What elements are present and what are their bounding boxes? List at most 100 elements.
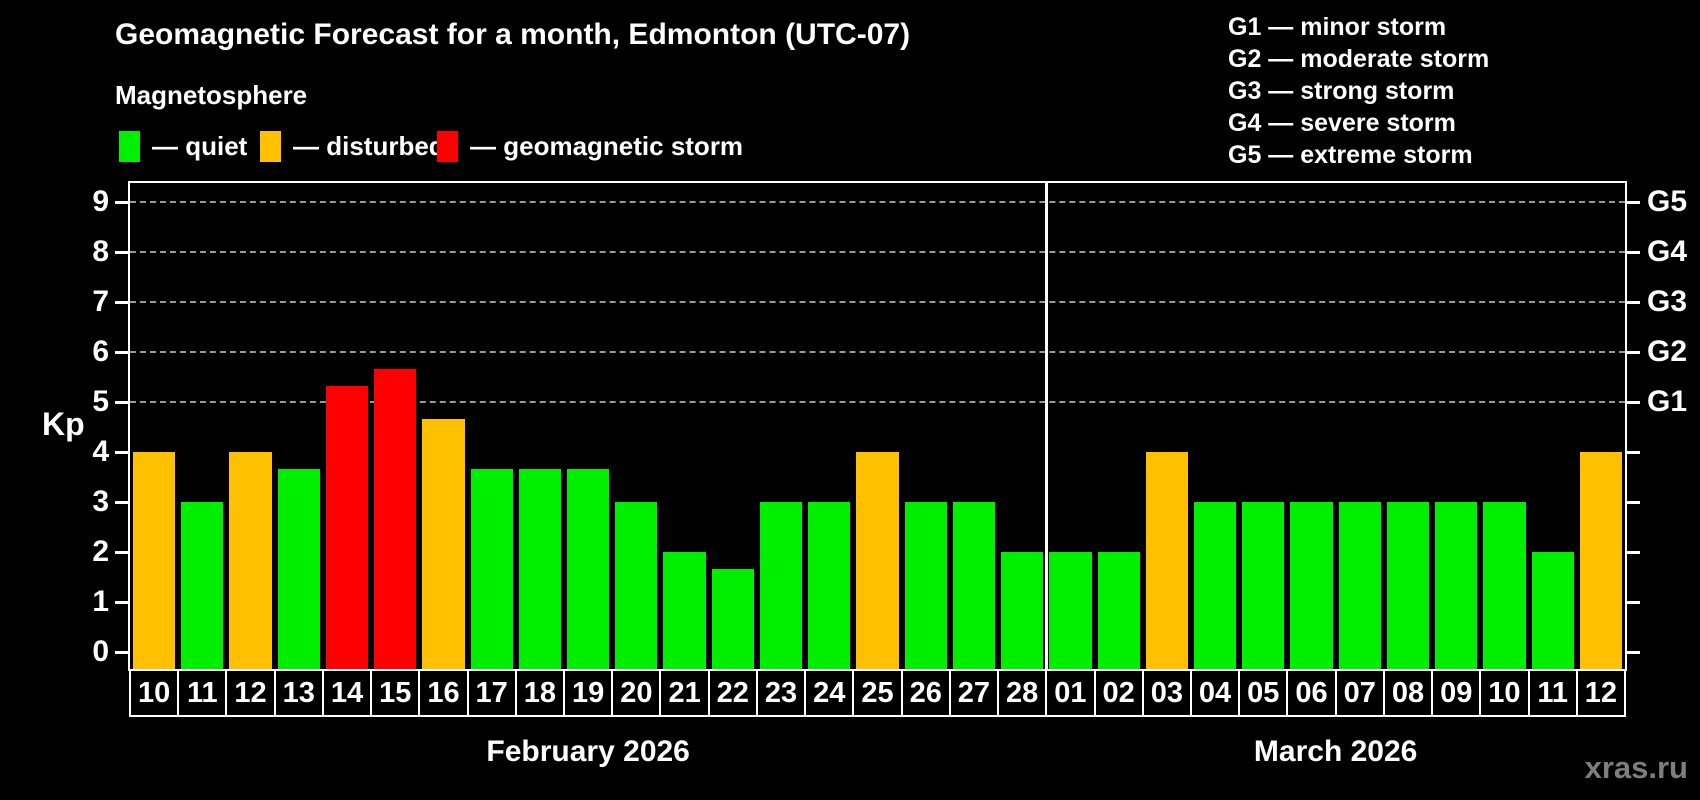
kp-bar-21-day-03 [1145, 452, 1188, 669]
gridline-kp5 [130, 401, 1625, 403]
month-label-0: February 2026 [486, 735, 690, 768]
day-label-24-06: 06 [1286, 669, 1337, 717]
kp-bar-12-day-22 [711, 568, 754, 669]
y-tick-right-6 [1627, 350, 1640, 354]
right-axis-label-g1: G1 [1647, 385, 1688, 418]
kp-bar-4-day-14 [325, 385, 369, 669]
day-label-4-14: 14 [321, 669, 373, 717]
month-label-1: March 2026 [1253, 735, 1418, 768]
kp-bar-9-day-19 [567, 468, 610, 669]
disturbed-color-swatch [260, 131, 281, 162]
day-label-26-08: 08 [1382, 669, 1434, 717]
y-tick-label-6: 6 [92, 335, 109, 368]
kp-bar-6-day-16 [422, 418, 465, 669]
gridline-kp8 [130, 251, 1625, 253]
y-tick-label-2: 2 [92, 535, 109, 568]
kp-bar-23-day-05 [1242, 502, 1285, 669]
right-axis-label-g3: G3 [1647, 285, 1688, 318]
kp-bar-11-day-21 [663, 552, 706, 669]
kp-bar-10-day-20 [615, 502, 658, 669]
day-label-0-10: 10 [129, 669, 180, 717]
y-tick-left-3 [115, 500, 128, 504]
g-scale-legend: G1 — minor storm G2 — moderate storm G3 … [1228, 11, 1489, 171]
kp-bar-13-day-23 [759, 502, 803, 669]
kp-bar-28-day-10 [1483, 502, 1526, 669]
day-label-13-23: 23 [755, 669, 807, 717]
y-tick-right-9 [1627, 200, 1640, 204]
day-label-19-01: 01 [1045, 669, 1096, 717]
g3-legend-line: G3 — strong storm [1228, 77, 1455, 105]
month-divider-line [1044, 183, 1048, 669]
legend-item-disturbed: — disturbed [260, 131, 445, 162]
kp-bar-16-day-26 [904, 502, 947, 669]
day-label-11-21: 21 [659, 669, 710, 717]
kp-bar-22-day-04 [1193, 502, 1237, 669]
kp-bar-15-day-25 [856, 452, 899, 669]
y-tick-right-8 [1627, 250, 1640, 254]
y-tick-right-4 [1627, 450, 1640, 454]
y-axis-title: Kp [42, 406, 85, 442]
y-tick-left-4 [115, 450, 128, 454]
y-tick-label-5: 5 [92, 385, 109, 418]
g2-legend-line: G2 — moderate storm [1228, 45, 1490, 73]
kp-bar-17-day-27 [952, 502, 996, 669]
day-label-17-27: 27 [948, 669, 1000, 717]
page-title: Geomagnetic Forecast for a month, Edmont… [115, 18, 911, 51]
day-label-12-22: 22 [707, 669, 758, 717]
kp-bar-30-day-12 [1579, 452, 1622, 669]
kp-bar-7-day-17 [470, 468, 513, 669]
day-label-20-02: 02 [1093, 669, 1144, 717]
y-tick-label-8: 8 [92, 235, 109, 268]
y-tick-label-7: 7 [92, 285, 109, 318]
gridline-kp7 [130, 301, 1625, 303]
kp-bar-26-day-08 [1386, 502, 1430, 669]
day-label-28-10: 10 [1479, 669, 1530, 717]
legend-item-storm: — geomagnetic storm [437, 131, 743, 162]
storm-color-swatch [437, 131, 458, 162]
kp-bar-1-day-11 [181, 502, 224, 669]
y-tick-label-0: 0 [92, 635, 109, 668]
legend-item-quiet: — quiet [119, 131, 247, 162]
quiet-color-swatch [119, 131, 140, 162]
y-tick-left-8 [115, 250, 128, 254]
gridline-kp6 [130, 351, 1625, 353]
y-tick-right-7 [1627, 300, 1640, 304]
y-tick-right-3 [1627, 500, 1640, 504]
kp-bar-2-day-12 [229, 452, 272, 669]
y-tick-right-0 [1627, 650, 1640, 654]
day-label-18-28: 28 [997, 669, 1048, 717]
kp-bar-0-day-10 [133, 452, 176, 669]
right-axis-label-g4: G4 [1647, 235, 1688, 268]
y-tick-right-5 [1627, 400, 1640, 404]
day-label-16-26: 26 [900, 669, 951, 717]
y-tick-left-0 [115, 650, 128, 654]
day-label-22-04: 04 [1189, 669, 1241, 717]
day-label-23-05: 05 [1238, 669, 1289, 717]
kp-bar-27-day-09 [1435, 502, 1478, 669]
kp-bar-14-day-24 [808, 502, 851, 669]
legend-label-quiet: — quiet [152, 131, 248, 161]
day-label-27-09: 09 [1431, 669, 1482, 717]
day-label-14-24: 24 [804, 669, 855, 717]
right-axis-label-g2: G2 [1647, 335, 1688, 368]
kp-bar-5-day-15 [374, 368, 417, 669]
legend-label-storm: — geomagnetic storm [470, 131, 744, 161]
day-label-5-15: 15 [370, 669, 421, 717]
day-label-9-19: 19 [563, 669, 614, 717]
y-tick-right-1 [1627, 600, 1640, 604]
kp-bar-8-day-18 [518, 468, 562, 669]
y-tick-label-3: 3 [92, 485, 109, 518]
day-label-25-07: 07 [1334, 669, 1385, 717]
y-tick-left-1 [115, 600, 128, 604]
y-tick-label-4: 4 [92, 435, 109, 468]
kp-bar-25-day-07 [1338, 502, 1381, 669]
g1-legend-line: G1 — minor storm [1228, 13, 1447, 41]
day-label-8-18: 18 [514, 669, 566, 717]
day-label-10-20: 20 [611, 669, 662, 717]
magnetosphere-subtitle: Magnetosphere [115, 80, 308, 110]
y-tick-left-2 [115, 550, 128, 554]
legend-label-disturbed: — disturbed [293, 131, 445, 161]
day-label-29-11: 11 [1527, 669, 1578, 717]
kp-bar-18-day-28 [1001, 552, 1044, 669]
